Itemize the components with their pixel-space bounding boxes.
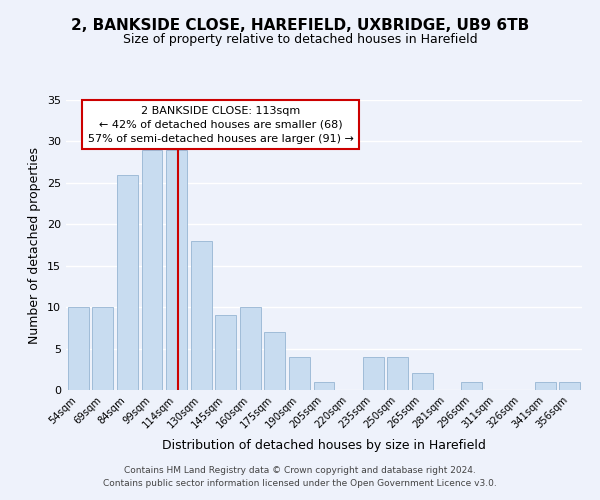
Bar <box>289 357 310 390</box>
Y-axis label: Number of detached properties: Number of detached properties <box>28 146 41 344</box>
Bar <box>191 241 212 390</box>
Bar <box>166 150 187 390</box>
Text: Size of property relative to detached houses in Harefield: Size of property relative to detached ho… <box>122 32 478 46</box>
Bar <box>461 382 482 390</box>
Bar <box>265 332 286 390</box>
Text: 2 BANKSIDE CLOSE: 113sqm
← 42% of detached houses are smaller (68)
57% of semi-d: 2 BANKSIDE CLOSE: 113sqm ← 42% of detach… <box>88 106 354 144</box>
Bar <box>387 357 408 390</box>
Bar <box>535 382 556 390</box>
Bar <box>68 307 89 390</box>
Bar <box>362 357 383 390</box>
Bar <box>92 307 113 390</box>
Bar <box>215 316 236 390</box>
Bar <box>412 374 433 390</box>
Bar <box>314 382 334 390</box>
Text: Contains HM Land Registry data © Crown copyright and database right 2024.
Contai: Contains HM Land Registry data © Crown c… <box>103 466 497 487</box>
X-axis label: Distribution of detached houses by size in Harefield: Distribution of detached houses by size … <box>162 439 486 452</box>
Bar <box>559 382 580 390</box>
Bar <box>117 174 138 390</box>
Text: 2, BANKSIDE CLOSE, HAREFIELD, UXBRIDGE, UB9 6TB: 2, BANKSIDE CLOSE, HAREFIELD, UXBRIDGE, … <box>71 18 529 32</box>
Bar <box>240 307 261 390</box>
Bar <box>142 150 163 390</box>
